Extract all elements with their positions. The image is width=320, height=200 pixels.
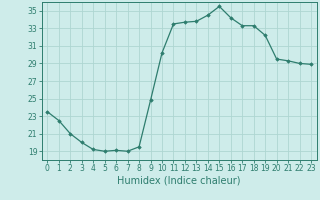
X-axis label: Humidex (Indice chaleur): Humidex (Indice chaleur) — [117, 176, 241, 186]
